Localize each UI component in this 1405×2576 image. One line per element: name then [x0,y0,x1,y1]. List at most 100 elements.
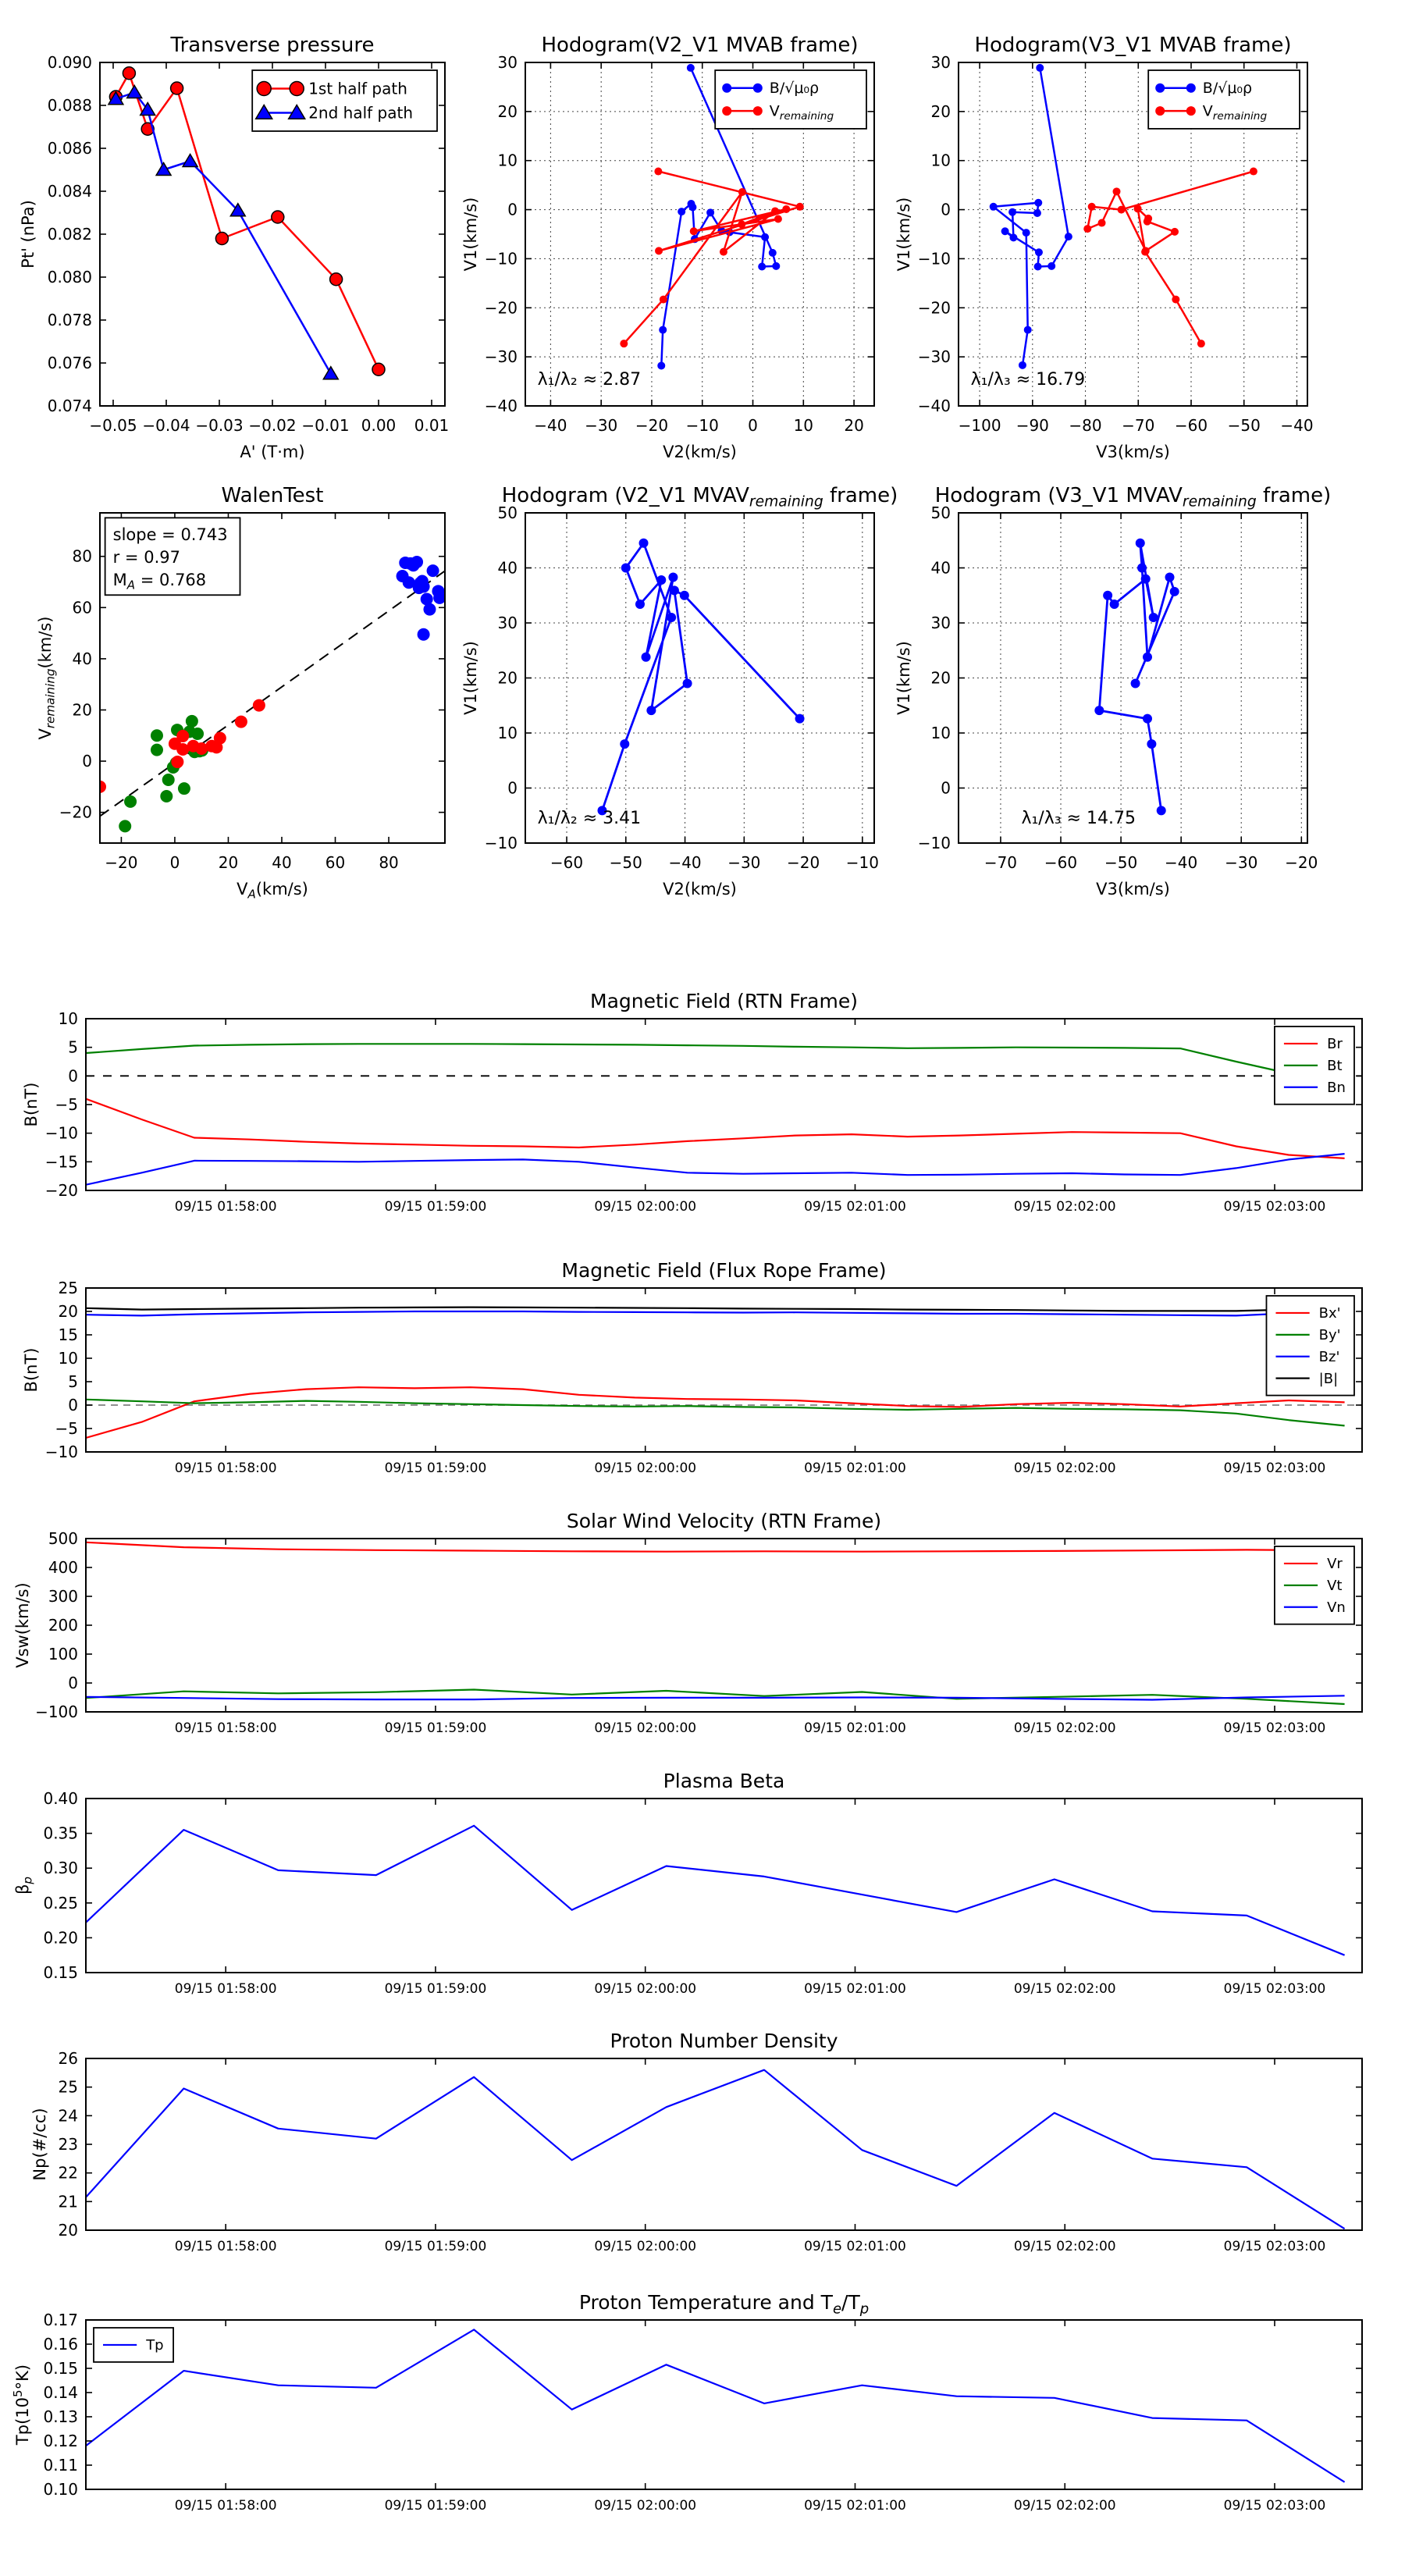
x-tick-label: −40 [534,416,567,435]
x-tick-label: −70 [984,853,1017,872]
y-tick-label: 0 [507,201,518,219]
ticks [86,1798,1362,1973]
y-tick-label: −20 [485,298,518,317]
x-tick-label: 09/15 02:00:00 [594,1720,696,1736]
x-axis-label: V2(km/s) [663,443,737,461]
marker-dot [655,247,663,255]
series-line [86,1043,1345,1076]
ticks [86,1287,1362,1453]
marker-dot [657,361,666,370]
y-tick-label: −20 [918,298,951,317]
x-tick-label: 09/15 01:58:00 [175,1199,277,1215]
marker-dot [669,585,679,596]
plot-vsw-rtn: 09/15 01:58:00 09/15 01:59:00 09/15 02:00:… [13,1510,1363,1736]
marker-dot [420,592,433,606]
x-tick-label: 09/15 02:00:00 [594,2239,696,2254]
marker-dot [1130,678,1140,688]
series-line [86,1153,1345,1186]
y-tick-label: 25 [59,1279,78,1297]
marker-dot [771,207,780,215]
legend-label: Vremaining [770,103,834,123]
marker-dot [1023,326,1032,334]
marker-dot [426,564,439,578]
series-line [86,1098,1345,1159]
marker-dot [1022,229,1030,237]
plot-hodogram-v3v1-mvab: −100 −90 −80 −70 −60 −50 −40−40−30−20−10010203… [895,34,1314,461]
marker-dot [1135,538,1145,548]
x-tick-label: 09/15 02:01:00 [804,2498,906,2514]
y-tick-label: 0.086 [48,139,92,158]
marker-dot [177,782,190,795]
marker-dot [1169,586,1179,596]
axes-frame [99,512,446,844]
x-tick-label: 09/15 01:59:00 [385,1720,487,1736]
marker-dot [641,652,651,662]
y-axis-label: B(nT) [22,1083,41,1127]
marker-triangle [126,84,143,99]
legend-label: Br [1327,1036,1343,1052]
x-tick-label: 09/15 02:02:00 [1014,2498,1116,2514]
marker-dot [1083,225,1092,233]
x-axis-label: V3(km/s) [1096,880,1170,898]
y-tick-label: −30 [918,347,951,366]
x-tick-label: −20 [635,416,668,435]
marker-dot [1186,106,1196,116]
marker-dot [1142,652,1152,662]
series-bt [86,1043,1345,1076]
x-tick-label: 60 [325,853,345,872]
x-tick-label: 09/15 02:01:00 [804,1461,906,1476]
marker-circle [271,210,285,224]
marker-triangle [181,153,199,168]
annotation: λ₁/λ₂ ≈ 3.41 [538,809,642,828]
y-tick-label: 80 [73,547,92,566]
marker-triangle [322,365,340,380]
x-tick-label: 0 [748,416,758,435]
marker-dot [1141,247,1150,256]
marker-dot [1144,214,1153,222]
y-tick-label: −10 [485,834,518,852]
series-vt [86,1688,1345,1706]
marker-dot [668,572,678,582]
x-tick-label: 40 [272,853,291,872]
y-tick-label: 500 [48,1529,78,1548]
marker-circle [256,80,272,97]
x-tick-label: −0.01 [301,416,349,435]
marker-dot [659,295,667,304]
y-axis-label: V1(km/s) [895,641,913,715]
series-br [86,1098,1345,1159]
y-tick-label: 15 [59,1325,78,1344]
x-tick-label: 09/15 01:58:00 [175,2498,277,2514]
annotation: λ₁/λ₃ ≈ 14.75 [1021,809,1136,828]
y-tick-label: 0.15 [43,1963,78,1982]
x-tick-label: 09/15 02:02:00 [1014,1461,1116,1476]
marker-dot [176,742,190,756]
y-tick-label: 10 [498,151,518,170]
legend-label: Bn [1327,1080,1346,1096]
marker-dot [719,247,727,256]
series-line [86,2069,1346,2230]
marker-dot [768,248,777,257]
marker-dot [659,326,667,334]
marker-dot [738,187,746,196]
series-line [86,1541,1345,1553]
y-tick-label: 40 [73,649,92,668]
marker-circle [372,362,386,376]
marker-dot [1018,361,1026,369]
x-tick-label: 09/15 02:00:00 [594,1199,696,1215]
marker-triangle [155,162,173,176]
x-tick-label: −0.03 [195,416,243,435]
marker-dot [160,789,173,802]
marker-dot [417,628,430,641]
marker-dot [667,612,677,622]
y-tick-label: 0.14 [43,2383,78,2402]
marker-dot [620,739,630,749]
plot-title: Hodogram (V3_V1 MVAVremaining frame) [935,484,1332,511]
x-tick-label: −10 [686,416,719,435]
y-tick-label: 100 [48,1645,78,1663]
marker-dot [620,340,628,348]
marker-dot [1001,227,1009,236]
y-tick-label: 0.10 [43,2480,78,2499]
marker-dot [119,820,132,833]
marker-dot [686,63,695,72]
